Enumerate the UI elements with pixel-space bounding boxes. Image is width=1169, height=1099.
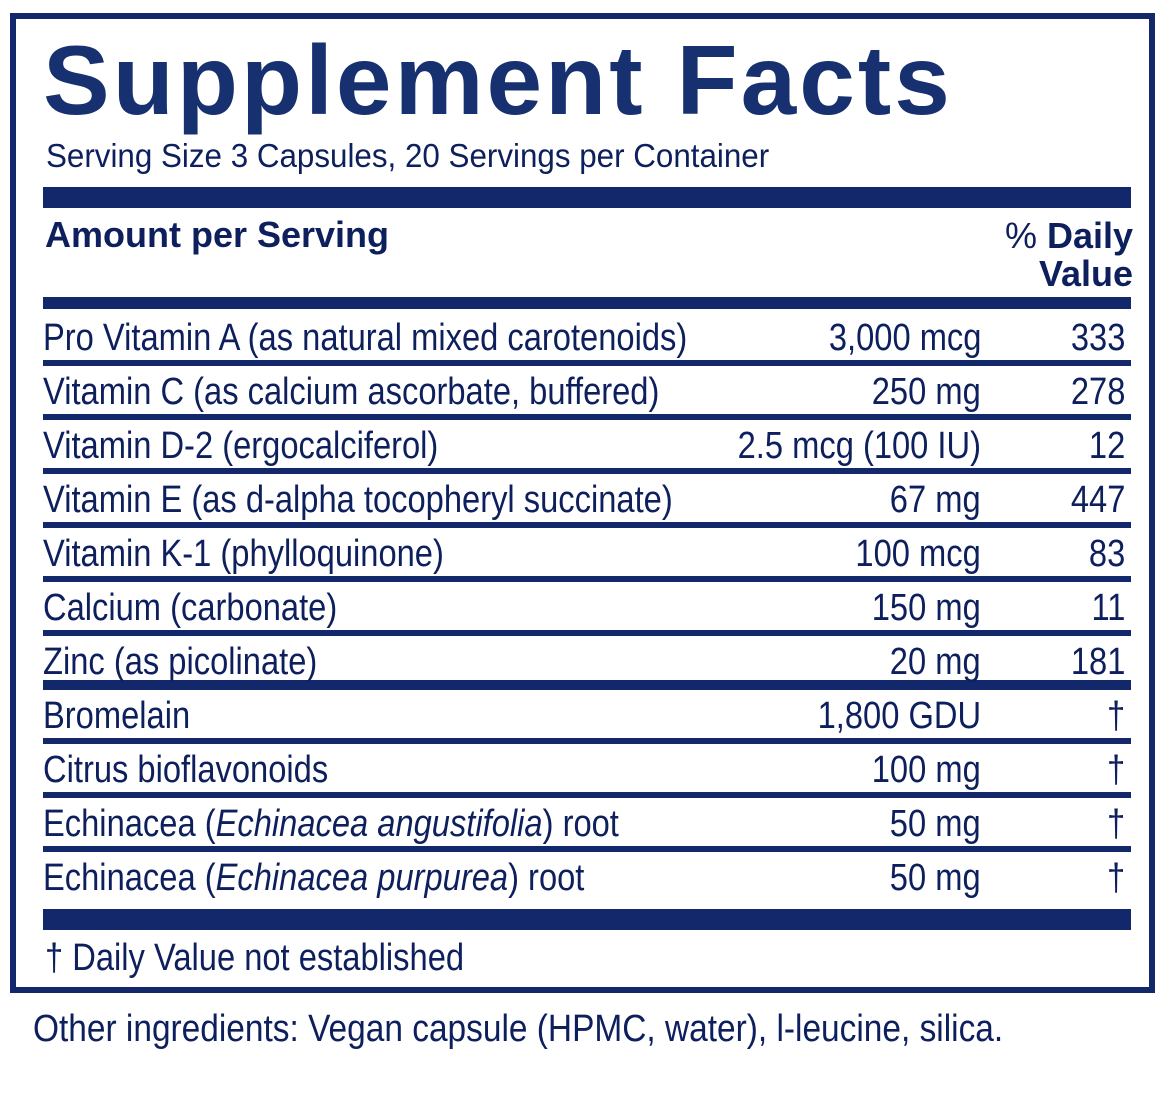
name-suffix: ) root <box>508 857 585 899</box>
ingredient-name: Echinacea (Echinacea purpurea) root <box>43 856 584 900</box>
nutrient-name: Vitamin E (as d-alpha tocopheryl succina… <box>43 479 673 521</box>
name-prefix: Echinacea ( <box>43 803 216 845</box>
nutrient-row: Vitamin D-2 (ergocalciferol) 2.5 mcg (10… <box>43 420 1131 474</box>
ingredient-amount: 50 mg <box>890 803 981 845</box>
ingredient-amount: 1,800 GDU <box>817 695 981 737</box>
label-title: Supplement Facts <box>43 25 953 135</box>
nutrient-row: Pro Vitamin A (as natural mixed caroteno… <box>43 312 1131 366</box>
nutrient-row: Calcium (carbonate) 150 mg 11 <box>43 582 1131 636</box>
supplement-facts-panel: Supplement Facts Serving Size 3 Capsules… <box>10 13 1155 993</box>
ingredient-row: Bromelain 1,800 GDU † <box>43 690 1131 744</box>
nutrient-amount: 3,000 mcg <box>828 317 981 359</box>
ingredient-row: Echinacea (Echinacea angustifolia) root … <box>43 798 1131 852</box>
ingredient-row: Echinacea (Echinacea purpurea) root 50 m… <box>43 852 1131 900</box>
nutrient-name: Pro Vitamin A (as natural mixed caroteno… <box>43 317 688 359</box>
percent-symbol: % <box>1004 215 1037 256</box>
daily-value-header-line2: Value <box>1038 252 1133 294</box>
daily-value-footnote: † Daily Value not established <box>45 937 465 979</box>
ingredient-row: Citrus bioflavonoids 100 mg † <box>43 744 1131 798</box>
name-prefix: Echinacea ( <box>43 857 216 899</box>
amount-per-serving-header: Amount per Serving <box>45 214 390 255</box>
nutrient-amount: 150 mg <box>871 587 981 629</box>
other-ingredients: Other ingredients: Vegan capsule (HPMC, … <box>33 1008 1004 1050</box>
nutrient-daily-value: 333 <box>1070 317 1125 359</box>
nutrient-daily-value: 447 <box>1070 479 1125 521</box>
nutrient-amount: 2.5 mcg (100 IU) <box>737 425 981 467</box>
dagger-icon: † <box>1106 803 1125 845</box>
thick-divider-top <box>43 187 1131 208</box>
ingredient-amount: 100 mg <box>871 749 981 791</box>
nutrient-name: Vitamin C (as calcium ascorbate, buffere… <box>43 371 660 413</box>
ingredient-name: Citrus bioflavonoids <box>43 749 329 791</box>
name-suffix: ) root <box>542 803 619 845</box>
nutrient-name: Calcium (carbonate) <box>43 587 338 629</box>
nutrient-name: Vitamin K-1 (phylloquinone) <box>43 533 444 575</box>
nutrient-row: Vitamin K-1 (phylloquinone) 100 mcg 83 <box>43 528 1131 582</box>
nutrient-daily-value: 12 <box>1088 425 1125 467</box>
dagger-icon: † <box>1106 749 1125 791</box>
nutrient-name: Zinc (as picolinate) <box>43 641 318 683</box>
nutrient-amount: 67 mg <box>890 479 981 521</box>
daily-value-header: % Daily Value <box>1005 217 1133 293</box>
nutrient-table: Pro Vitamin A (as natural mixed caroteno… <box>43 312 1131 900</box>
nutrient-amount: 20 mg <box>890 641 981 683</box>
nutrient-daily-value: 11 <box>1091 587 1125 629</box>
header-divider <box>43 297 1131 309</box>
latin-name: Echinacea purpurea <box>215 857 509 899</box>
daily-value-header-line1: % Daily <box>1005 217 1133 255</box>
daily-word: Daily <box>1036 215 1133 256</box>
nutrient-daily-value: 181 <box>1070 641 1125 683</box>
nutrient-daily-value: 278 <box>1070 371 1125 413</box>
ingredient-name: Bromelain <box>43 695 191 737</box>
dagger-icon: † <box>1106 695 1125 737</box>
nutrient-amount: 100 mcg <box>855 533 981 575</box>
ingredient-amount: 50 mg <box>890 857 981 899</box>
nutrient-row: Vitamin C (as calcium ascorbate, buffere… <box>43 366 1131 420</box>
latin-name: Echinacea angustifolia <box>215 803 543 845</box>
dagger-icon: † <box>1106 857 1125 899</box>
nutrient-daily-value: 83 <box>1088 533 1125 575</box>
ingredient-name: Echinacea (Echinacea angustifolia) root <box>43 802 619 846</box>
nutrient-row: Vitamin E (as d-alpha tocopheryl succina… <box>43 474 1131 528</box>
serving-info: Serving Size 3 Capsules, 20 Servings per… <box>46 137 770 174</box>
nutrient-name: Vitamin D-2 (ergocalciferol) <box>43 425 439 467</box>
thick-divider-bottom <box>43 909 1131 930</box>
nutrient-amount: 250 mg <box>871 371 981 413</box>
nutrient-row: Zinc (as picolinate) 20 mg 181 <box>43 636 1131 690</box>
